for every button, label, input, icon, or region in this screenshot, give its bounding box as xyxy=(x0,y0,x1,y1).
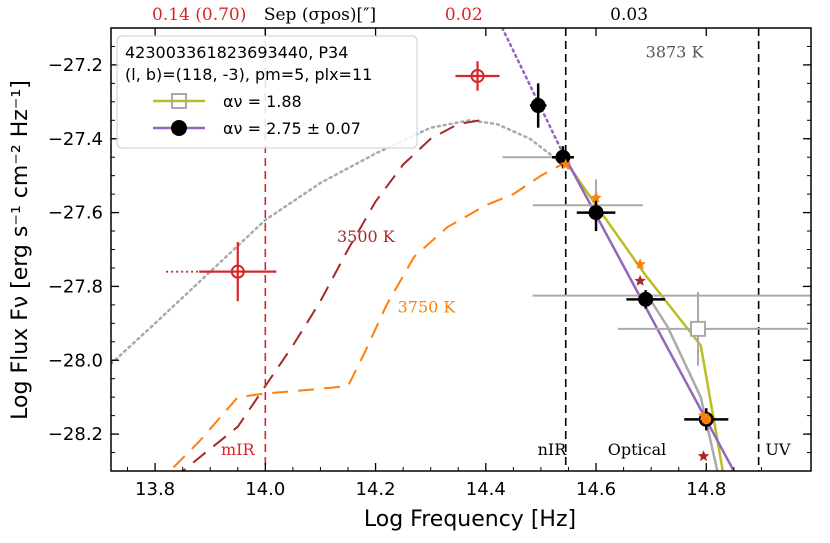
legend-entry-1: αν = 1.88 xyxy=(223,92,302,111)
legend-title-line2: (l, b)=(118, -3), pm=5, plx=11 xyxy=(125,65,372,84)
y-tick-label: −28.2 xyxy=(48,424,103,445)
y-axis-label: Log Flux Fν [erg s⁻¹ cm⁻² Hz⁻¹] xyxy=(8,80,33,420)
region-label-mir: mIR xyxy=(221,440,255,459)
legend-marker-gray-square xyxy=(171,93,187,109)
red-open-circle xyxy=(470,68,485,83)
y-tick-label: −27.6 xyxy=(48,203,103,224)
olive-fit-line xyxy=(561,156,725,471)
y-tick-label: −27.8 xyxy=(48,276,103,297)
x-tick-label: 14.0 xyxy=(245,479,285,500)
blackbody-3500k-curve xyxy=(181,119,481,471)
legend-title-line1: 423003361823693440, P34 xyxy=(125,43,348,62)
orange-star-marker xyxy=(560,158,572,170)
temperature-label: 3750 K xyxy=(398,297,457,316)
x-tick-label: 14.6 xyxy=(576,479,616,500)
temperature-label: 3500 K xyxy=(337,227,396,246)
blackbody-3873k-curve xyxy=(111,119,570,366)
blackbody-3750k-curve xyxy=(168,160,569,471)
x-axis-label: Log Frequency [Hz] xyxy=(364,507,576,532)
y-tick-label: −28.0 xyxy=(48,350,103,371)
top-axis-tick-label: 0.03 xyxy=(610,5,648,25)
x-tick-label: 14.4 xyxy=(466,479,506,500)
temperature-label: 3873 K xyxy=(646,43,705,62)
region-label-uv: UV xyxy=(765,440,790,459)
x-tick-label: 13.8 xyxy=(135,479,175,500)
gray-fit-line xyxy=(650,300,719,471)
gray-square-marker xyxy=(690,320,707,337)
top-axis-tick-label: 0.14 (0.70) xyxy=(152,5,246,25)
red-open-circle xyxy=(230,264,245,279)
top-axis-label: Sep (σpos)[″] xyxy=(264,5,376,25)
y-tick-label: −27.2 xyxy=(48,55,103,76)
brown-star-marker xyxy=(697,450,710,462)
legend: 423003361823693440, P34 (l, b)=(118, -3)… xyxy=(116,35,418,149)
x-tick-label: 14.8 xyxy=(686,479,726,500)
black-circle-marker xyxy=(588,205,604,221)
purple-fit-extension xyxy=(501,28,565,155)
black-circle-marker xyxy=(530,98,546,114)
region-label-nir: nIR xyxy=(538,440,568,459)
orange-star-marker xyxy=(590,191,602,203)
x-tick-label: 14.2 xyxy=(356,479,396,500)
orange-star-marker xyxy=(634,258,646,270)
optical-label: Optical xyxy=(608,440,667,459)
black-circle-marker xyxy=(638,291,654,307)
black-circle-marker xyxy=(555,149,571,165)
orange-star-marker xyxy=(697,409,710,421)
brown-star-marker xyxy=(634,274,646,286)
y-tick-label: −27.4 xyxy=(48,129,103,150)
top-axis-tick-label: 0.02 xyxy=(445,5,483,25)
legend-entry-2: αν = 2.75 ± 0.07 xyxy=(223,119,361,138)
legend-marker-black-circle xyxy=(171,120,187,136)
